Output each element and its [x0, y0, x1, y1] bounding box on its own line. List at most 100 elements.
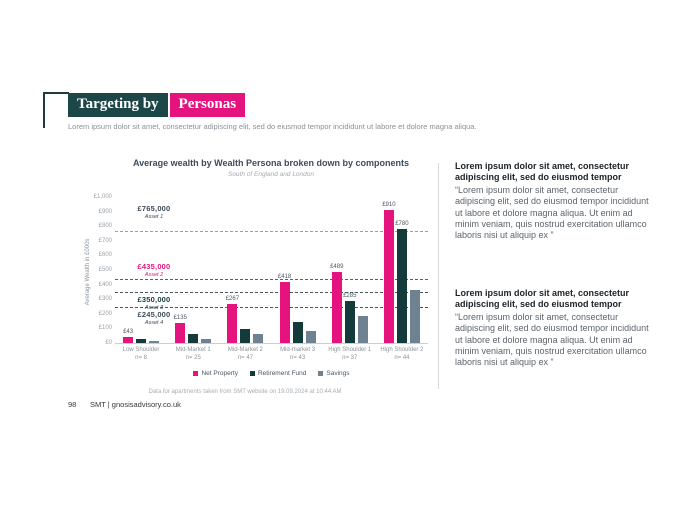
accent-corner-line-vertical — [43, 92, 45, 128]
category-sample-size: n= 8 — [135, 354, 148, 361]
reference-annotation-value: £765,000 — [137, 204, 171, 214]
bar-net-property — [227, 304, 238, 343]
reference-annotation-value: £245,000 — [137, 310, 171, 320]
bar-value-label: £267 — [225, 296, 240, 303]
slide-title-accent: Personas — [169, 93, 246, 117]
reference-line-asset-2 — [115, 279, 428, 281]
reference-line-asset-3 — [115, 291, 428, 293]
chart-legend: Net Property Retirement Fund Savings — [115, 370, 428, 377]
chart-source-note: Data for apartments taken from SMT websi… — [148, 389, 342, 395]
chart-subtitle: South of England and London — [227, 170, 315, 178]
category-sample-size: n= 25 — [185, 354, 201, 361]
y-axis-tick-label: £500 — [98, 267, 112, 273]
bar-value-label: £285 — [343, 293, 357, 300]
legend-swatch — [193, 371, 199, 376]
bar-savings — [357, 315, 368, 343]
text-block-body: “Lorem ipsum dolor sit amet, consectetur… — [455, 311, 649, 368]
category-name: Mid-Market 2 — [227, 347, 263, 353]
legend-label: Net Property — [201, 370, 238, 377]
bar-savings — [149, 340, 160, 343]
vertical-divider — [438, 163, 439, 389]
bar-retirement-fund — [292, 321, 303, 343]
reference-annotation-sublabel: Asset 4 — [144, 320, 164, 327]
text-block-heading: Lorem ipsum dolor sit amet, consectetur … — [455, 288, 630, 310]
bar-value-label: £135 — [173, 315, 187, 322]
bar-retirement-fund — [396, 229, 407, 343]
y-axis-tick-label: £600 — [98, 252, 112, 259]
text-block-1: Lorem ipsum dolor sit amet, consectetur … — [455, 161, 651, 242]
y-axis-tick-label: £200 — [98, 310, 112, 317]
chart-title-block: Average wealth by Wealth Persona broken … — [108, 158, 434, 178]
bar-savings — [201, 338, 212, 343]
bar-retirement-fund — [188, 333, 199, 343]
legend-item: Savings — [318, 370, 350, 377]
text-block-2: Lorem ipsum dolor sit amet, consectetur … — [455, 288, 651, 369]
x-axis-category-label: Mid-market 3 n= 43 — [271, 347, 325, 362]
bar-savings — [253, 334, 264, 343]
y-axis-tick-label: £700 — [98, 237, 112, 244]
bar-net-property — [175, 323, 186, 343]
footer-site-text: SMT | gnosisadvisory.co.uk — [90, 400, 181, 409]
bar-net-property — [383, 210, 394, 343]
slide-lead-text: Lorem ipsum dolor sit amet, consectetur … — [68, 122, 477, 131]
accent-corner-line-horizontal — [43, 92, 69, 94]
y-axis-ticks: £0 £100 £200 £300 £400 £500 £600 £700 £800 £900 £1… — [88, 194, 112, 346]
category-sample-size: n= 43 — [289, 354, 306, 361]
y-axis-tick-label: £900 — [98, 208, 112, 215]
bar-chart-plot-area: £765,000 Asset 1 £435,000 Asset 2 £350,000 As… — [115, 197, 428, 361]
bar-retirement-fund — [240, 329, 251, 343]
bar-savings — [305, 330, 316, 343]
legend-label: Savings — [326, 370, 350, 377]
reference-annotation-asset-2: £435,000 Asset 2 — [121, 262, 187, 278]
bar-retirement-fund — [344, 301, 355, 343]
bar-value-label: £910 — [382, 202, 396, 209]
reference-annotation-asset-3: £350,000 Asset 3 — [121, 295, 187, 311]
category-sample-size: n= 44 — [394, 354, 410, 361]
legend-item: Net Property — [193, 370, 238, 377]
bar-net-property — [123, 336, 134, 343]
bar-net-property — [279, 281, 290, 343]
x-axis-category-label: Low Shoulder n= 8 — [114, 347, 168, 362]
category-name: High Shoulder 1 — [328, 347, 372, 353]
reference-annotation-asset-4: £245,000 Asset 4 — [121, 310, 187, 326]
slide-title: Targeting by Personas — [68, 93, 246, 117]
chart-title: Average wealth by Wealth Persona broken … — [132, 158, 410, 168]
x-axis-category-label: Mid-Market 1 n= 25 — [166, 347, 220, 362]
right-text-column: Lorem ipsum dolor sit amet, consectetur … — [455, 161, 651, 401]
legend-item: Retirement Fund — [249, 370, 307, 377]
reference-annotation-sublabel: Asset 2 — [144, 272, 164, 279]
category-name: High Shoulder 2 — [380, 347, 424, 353]
reference-annotation-sublabel: Asset 1 — [144, 214, 164, 221]
reference-annotation-value: £435,000 — [137, 262, 171, 272]
bar-retirement-fund — [136, 339, 147, 343]
x-axis-category-label: High Shoulder 2 n= 44 — [375, 347, 429, 362]
y-axis-tick-label: £800 — [98, 223, 112, 230]
bar-value-label: £780 — [395, 221, 409, 228]
bar-value-label: £43 — [123, 328, 134, 335]
page-number: 98 — [68, 400, 77, 409]
legend-swatch — [249, 371, 255, 376]
x-axis-category-label: Mid-Market 2 n= 47 — [218, 347, 272, 362]
text-block-heading: Lorem ipsum dolor sit amet, consectetur … — [455, 161, 630, 183]
bar-net-property — [331, 271, 342, 343]
category-sample-size: n= 47 — [237, 354, 253, 361]
bar-value-label: £489 — [330, 263, 344, 270]
y-axis-tick-label: £400 — [98, 281, 112, 288]
category-name: Mid-market 3 — [280, 347, 316, 353]
reference-annotation-asset-1: £765,000 Asset 1 — [121, 204, 187, 220]
bar-value-label: £418 — [277, 273, 292, 280]
legend-swatch — [318, 371, 324, 376]
legend-label: Retirement Fund — [257, 370, 307, 377]
reference-line-asset-1 — [115, 231, 428, 233]
bar-savings — [409, 290, 420, 343]
text-block-body: “Lorem ipsum dolor sit amet, consectetur… — [455, 184, 649, 241]
category-name: Low Shoulder — [122, 347, 160, 353]
slide-title-primary: Targeting by — [68, 93, 168, 117]
y-axis-tick-label: £0 — [105, 340, 112, 346]
y-axis-tick-label: £100 — [98, 325, 112, 332]
category-sample-size: n= 37 — [342, 354, 358, 361]
reference-line-asset-4 — [115, 307, 428, 309]
category-name: Mid-Market 1 — [175, 347, 211, 353]
x-axis-category-label: High Shoulder 1 n= 37 — [323, 347, 377, 362]
